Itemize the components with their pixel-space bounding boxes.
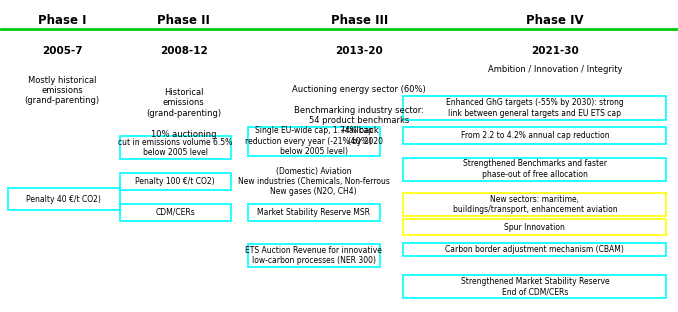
- Text: Penalty 100 €/t CO2): Penalty 100 €/t CO2): [136, 177, 215, 186]
- Text: Spur Innovation: Spur Innovation: [504, 223, 565, 232]
- Text: Historical
emissions
(grand-parenting)

10% auctioning: Historical emissions (grand-parenting) 1…: [146, 88, 221, 139]
- Text: New sectors: maritime,
buildings/transport, enhancement aviation: New sectors: maritime, buildings/transpo…: [452, 195, 617, 214]
- Text: 2008-12: 2008-12: [160, 46, 207, 56]
- Text: 2013-20: 2013-20: [336, 46, 383, 56]
- Text: Strengthened Benchmarks and faster
phase-out of free allocation: Strengthened Benchmarks and faster phase…: [463, 159, 607, 179]
- Text: Phase I: Phase I: [38, 14, 86, 27]
- Text: cut in emissions volume 6.5%
below 2005 level: cut in emissions volume 6.5% below 2005 …: [118, 138, 233, 157]
- Text: Enhanced GhG targets (-55% by 2030): strong
link between general targets and EU : Enhanced GhG targets (-55% by 2030): str…: [446, 98, 624, 118]
- Text: Market Stability Reserve MSR: Market Stability Reserve MSR: [257, 208, 370, 217]
- Text: Phase II: Phase II: [157, 14, 210, 27]
- Text: 2021-30: 2021-30: [531, 46, 579, 56]
- Text: Phase III: Phase III: [331, 14, 388, 27]
- Text: Auctioning energy sector (60%)

Benchmarking industry sector:
54 product benchma: Auctioning energy sector (60%) Benchmark…: [292, 85, 426, 146]
- Text: Single EU-wide cap, 1.74% cap
reduction every year (-21% by 2020
below 2005 leve: Single EU-wide cap, 1.74% cap reduction …: [245, 126, 382, 156]
- Text: ETS Auction Revenue for innovative
low-carbon processes (NER 300): ETS Auction Revenue for innovative low-c…: [245, 246, 382, 266]
- Text: Carbon border adjustment mechanism (CBAM): Carbon border adjustment mechanism (CBAM…: [445, 245, 624, 254]
- Text: Ambition / Innovation / Integrity: Ambition / Innovation / Integrity: [488, 65, 622, 74]
- Text: Strengthened Market Stability Reserve
End of CDM/CERs: Strengthened Market Stability Reserve En…: [460, 277, 609, 296]
- Text: Phase IV: Phase IV: [526, 14, 584, 27]
- Text: CDM/CERs: CDM/CERs: [155, 208, 195, 217]
- Text: Mostly historical
emissions
(grand-parenting): Mostly historical emissions (grand-paren…: [24, 76, 100, 105]
- Text: From 2.2 to 4.2% annual cap reduction: From 2.2 to 4.2% annual cap reduction: [460, 131, 609, 140]
- Text: Penalty 40 €/t CO2): Penalty 40 €/t CO2): [26, 195, 101, 204]
- Text: 2005-7: 2005-7: [42, 46, 83, 56]
- Text: (Domestic) Aviation
New industries (Chemicals, Non-ferrous
New gases (N2O, CH4): (Domestic) Aviation New industries (Chem…: [238, 167, 390, 197]
